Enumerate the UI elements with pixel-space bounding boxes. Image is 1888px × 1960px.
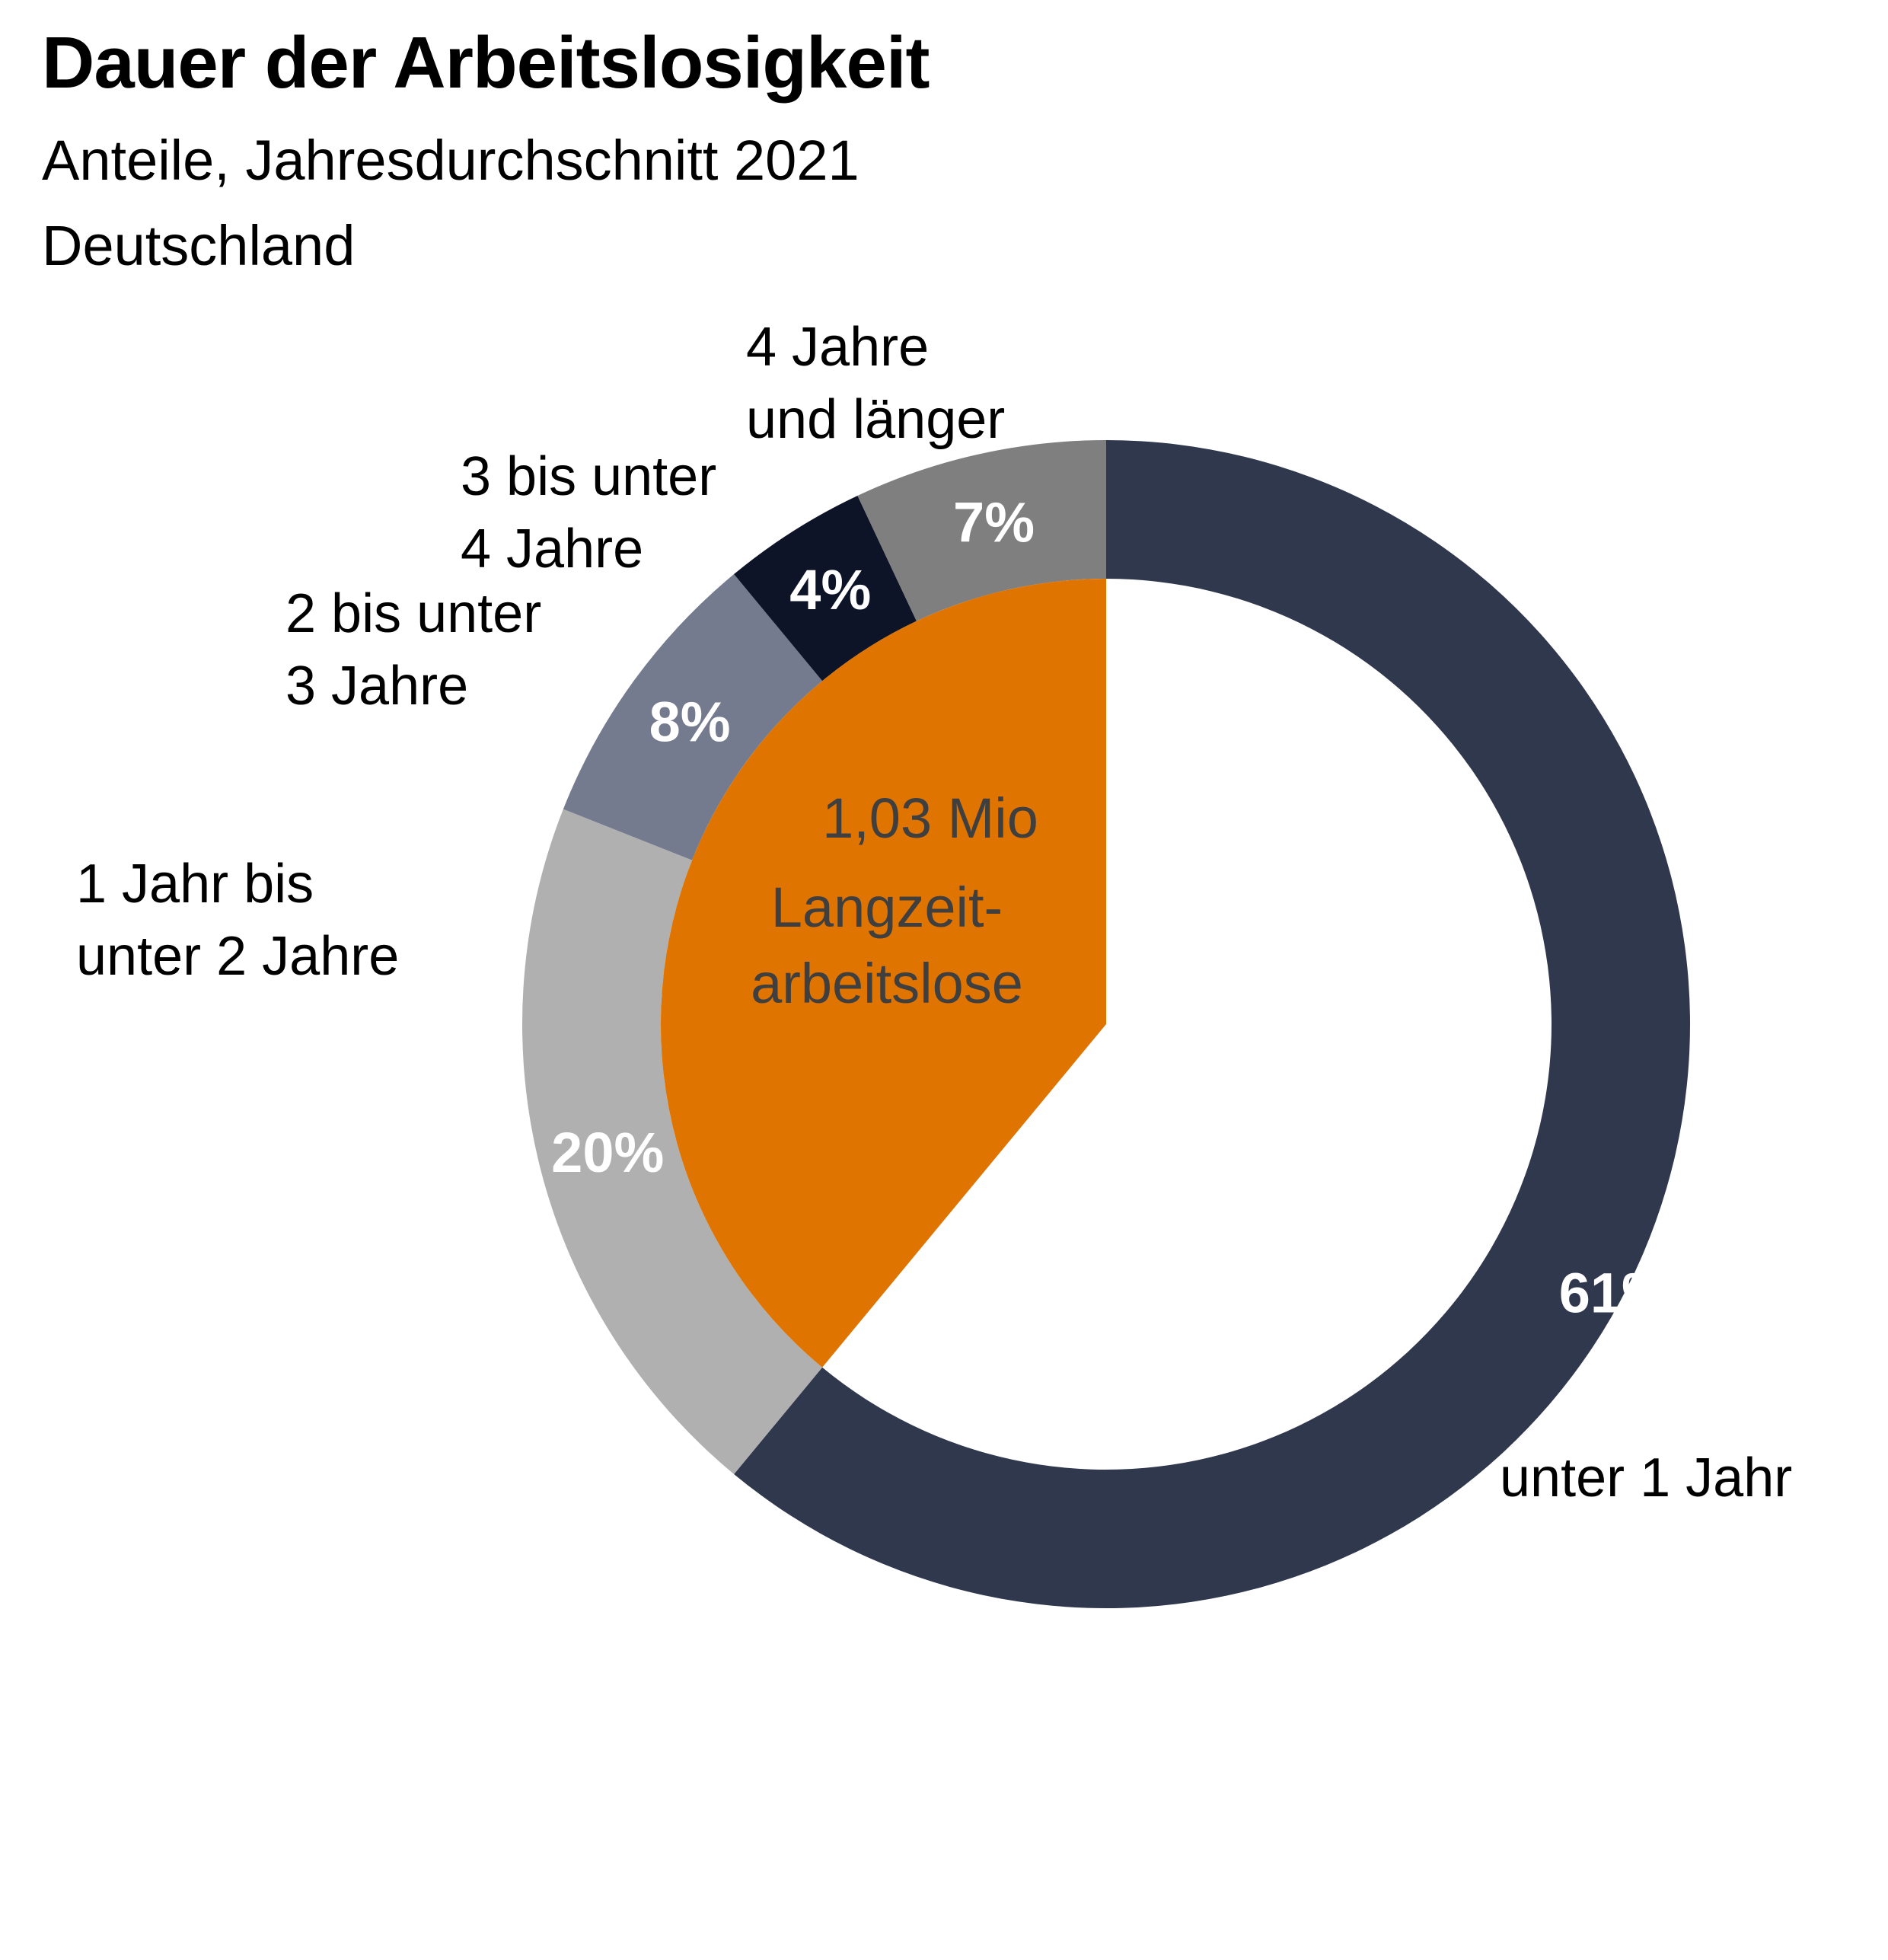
slice-value-label: 7% bbox=[953, 490, 1035, 554]
center-text-line: arbeitslose bbox=[751, 952, 1023, 1015]
slice-value-label: 4% bbox=[789, 558, 871, 621]
donut-slice bbox=[734, 440, 1691, 1608]
slice-value-label: 61% bbox=[1559, 1262, 1672, 1325]
donut-slice bbox=[563, 574, 823, 860]
value-labels: 61% 20% 8% 4% 7% bbox=[551, 490, 1672, 1324]
slice-category-label: 2 bis unter 3 Jahre bbox=[285, 583, 541, 717]
chart-subtitle: Anteile, Jahresdurchschnitt 2021 bbox=[42, 129, 859, 192]
donut-slices bbox=[522, 440, 1691, 1608]
donut-slice bbox=[857, 440, 1106, 621]
chart-region: Deutschland bbox=[42, 214, 356, 277]
slice-category-label: 3 bis unter 4 Jahre bbox=[461, 446, 716, 579]
donut-slice bbox=[734, 495, 917, 682]
slice-category-label: 4 Jahre und länger bbox=[746, 317, 1005, 450]
center-text-line: 1,03 Mio bbox=[822, 787, 1038, 850]
chart-title: Dauer der Arbeitslosigkeit bbox=[42, 22, 930, 104]
center-text-line: Langzeit- bbox=[771, 876, 1003, 939]
slice-value-label: 8% bbox=[649, 691, 731, 754]
donut-slice bbox=[522, 809, 823, 1474]
long-term-unemployed-wedge bbox=[660, 579, 1106, 1368]
category-labels: unter 1 Jahr 1 Jahr bis unter 2 Jahre 2 bis… bbox=[76, 317, 1792, 1508]
slice-category-label: 1 Jahr bis unter 2 Jahre bbox=[76, 854, 399, 987]
slice-value-label: 20% bbox=[551, 1121, 664, 1184]
center-highlight: 1,03 Mio Langzeit-arbeitslose bbox=[660, 579, 1106, 1368]
slice-category-label: unter 1 Jahr bbox=[1500, 1448, 1792, 1508]
